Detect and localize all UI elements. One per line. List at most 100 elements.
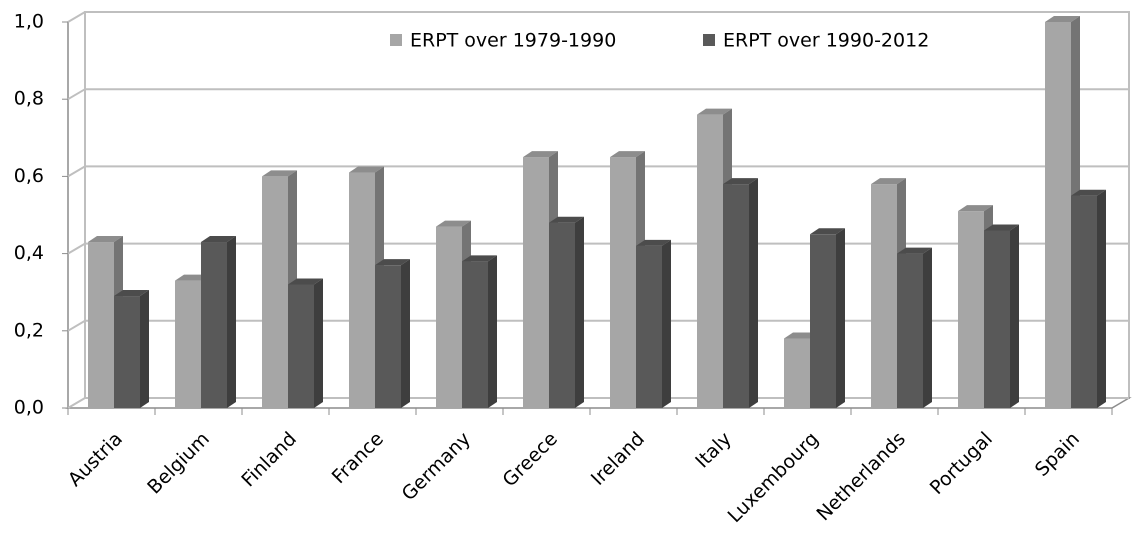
bar-top: [88, 236, 123, 243]
bar: [288, 278, 323, 408]
x-tick-label: Ireland: [587, 428, 649, 490]
bar-front: [436, 226, 462, 408]
bar-top: [462, 255, 497, 262]
y-tick-label: 0,2: [14, 319, 44, 341]
bar-side: [227, 236, 236, 408]
bar-side: [749, 178, 758, 408]
x-tick-label: Luxembourg: [724, 428, 823, 527]
bar-side: [575, 216, 584, 408]
bar: [810, 228, 845, 408]
bar: [114, 290, 149, 408]
bar-front: [1045, 22, 1071, 408]
bar-front: [288, 284, 314, 408]
bar-top: [549, 216, 584, 223]
bar-top: [1045, 16, 1080, 22]
bar: [897, 247, 932, 408]
bar: [201, 236, 236, 408]
bar-top: [697, 108, 732, 115]
bar-top: [810, 228, 845, 235]
bar-front: [175, 280, 201, 408]
y-tick-label: 1,0: [14, 11, 44, 33]
bar-front: [262, 176, 288, 408]
bar-side: [836, 228, 845, 408]
bar-top: [436, 220, 471, 227]
bar-front: [871, 184, 897, 408]
grid-line: [67, 88, 1129, 101]
bar-front: [784, 338, 810, 408]
grid-line: [67, 11, 1129, 23]
x-tick-label: Germany: [398, 428, 475, 505]
y-tick-label: 0,4: [14, 242, 44, 264]
x-tick-label: Austria: [64, 428, 127, 491]
grid-line: [67, 242, 1129, 255]
x-tick-label: Greece: [499, 428, 562, 491]
bar: [636, 239, 671, 408]
bar-top: [349, 166, 384, 173]
y-tick-label: 0,8: [14, 88, 44, 110]
bar: [723, 178, 758, 408]
bar-top: [871, 178, 906, 185]
bar: [375, 259, 410, 408]
bar-front: [697, 114, 723, 408]
bar-front: [984, 230, 1010, 408]
bar-front: [723, 184, 749, 408]
bar-top: [375, 259, 410, 266]
bar-front: [810, 234, 836, 408]
bar-top: [114, 290, 149, 297]
bar-top: [958, 205, 993, 212]
bar-front: [462, 261, 488, 408]
y-tick-label: 0,6: [14, 165, 44, 187]
grid-line: [67, 319, 1129, 332]
bar-side: [923, 247, 932, 408]
bar-side: [1010, 224, 1019, 408]
bar: [462, 255, 497, 408]
bar-front: [375, 265, 401, 408]
bar: [1071, 189, 1106, 408]
bar: [88, 236, 123, 408]
bar-side: [314, 278, 323, 408]
x-tick-label: Portugal: [926, 428, 997, 499]
legend-swatch: [703, 34, 715, 46]
bar-top: [262, 170, 297, 177]
bar-top: [1071, 189, 1106, 196]
bar-front: [897, 253, 923, 408]
bar-front: [636, 245, 662, 408]
x-tick-label: Italy: [691, 428, 736, 473]
legend-swatch: [390, 34, 402, 46]
bar-top: [984, 224, 1019, 231]
x-tick-label: Belgium: [143, 428, 214, 499]
grid-line: [67, 397, 1129, 409]
bar-front: [958, 211, 984, 408]
bar-front: [549, 222, 575, 408]
bar: [984, 224, 1019, 408]
bar-front: [1071, 195, 1097, 408]
legend-label: ERPT over 1979-1990: [410, 30, 616, 52]
bar-front: [610, 157, 636, 408]
y-tick-label: 0,0: [14, 397, 44, 419]
bar-front: [88, 242, 114, 408]
x-tick-label: Finland: [237, 428, 301, 492]
bar-top: [897, 247, 932, 254]
bar-front: [523, 157, 549, 408]
bar-side: [662, 239, 671, 408]
bar-front: [349, 172, 375, 408]
bar-side: [488, 255, 497, 408]
bar-top: [288, 278, 323, 285]
bar-top: [610, 151, 645, 158]
bar-top: [523, 151, 558, 158]
bar-side: [140, 290, 149, 408]
bar-front: [114, 296, 140, 408]
legend-label: ERPT over 1990-2012: [723, 30, 929, 52]
bar-top: [201, 236, 236, 243]
bar-side: [401, 259, 410, 408]
x-tick-label: Spain: [1031, 428, 1084, 481]
bar-side: [1097, 189, 1106, 408]
x-tick-label: France: [328, 428, 388, 488]
bar-top: [636, 239, 671, 246]
x-tick-label: Netherlands: [812, 428, 909, 525]
grid-line: [67, 165, 1129, 178]
bar-top: [723, 178, 758, 185]
bar-front: [201, 242, 227, 408]
bar: [549, 216, 584, 408]
